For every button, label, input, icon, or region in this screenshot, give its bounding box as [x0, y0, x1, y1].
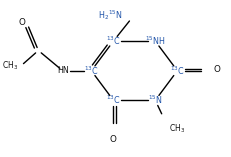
Text: O: O: [214, 65, 221, 74]
Text: $^{15}$NH: $^{15}$NH: [145, 35, 165, 47]
Text: $^{15}$N: $^{15}$N: [148, 94, 163, 106]
Text: CH$_3$: CH$_3$: [169, 122, 185, 135]
Text: $^{13}$C: $^{13}$C: [170, 65, 185, 77]
Text: O: O: [110, 135, 117, 143]
Text: CH$_3$: CH$_3$: [2, 60, 18, 72]
Text: $^{13}$C: $^{13}$C: [106, 35, 121, 47]
Text: H$_2$$^{15}$N: H$_2$$^{15}$N: [98, 8, 122, 22]
Text: O: O: [18, 18, 25, 27]
Text: HN: HN: [57, 66, 69, 75]
Text: $^{13}$C: $^{13}$C: [84, 65, 99, 77]
Text: $^{13}$C: $^{13}$C: [106, 94, 121, 106]
